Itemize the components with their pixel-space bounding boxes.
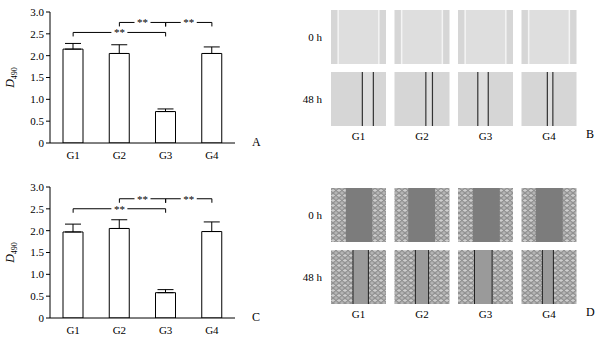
svg-text:**: ** bbox=[183, 16, 194, 28]
svg-text:3.0: 3.0 bbox=[30, 6, 44, 18]
svg-text:1.0: 1.0 bbox=[30, 268, 44, 280]
svg-text:G1: G1 bbox=[352, 130, 365, 142]
svg-text:1.5: 1.5 bbox=[30, 246, 44, 258]
svg-text:G1: G1 bbox=[352, 308, 365, 320]
svg-text:G2: G2 bbox=[415, 130, 428, 142]
svg-text:1.0: 1.0 bbox=[30, 93, 44, 105]
svg-text:2.0: 2.0 bbox=[30, 50, 44, 62]
svg-text:G3: G3 bbox=[159, 149, 173, 161]
svg-text:0 h: 0 h bbox=[308, 31, 322, 43]
svg-text:G2: G2 bbox=[113, 324, 126, 336]
svg-text:G4: G4 bbox=[205, 149, 219, 161]
svg-text:0 h: 0 h bbox=[308, 209, 322, 221]
svg-text:48 h: 48 h bbox=[303, 93, 323, 105]
svg-text:G1: G1 bbox=[66, 149, 79, 161]
svg-text:D490: D490 bbox=[3, 242, 19, 264]
svg-text:0.5: 0.5 bbox=[30, 290, 44, 302]
svg-text:G1: G1 bbox=[66, 324, 79, 336]
svg-text:D: D bbox=[586, 305, 595, 319]
svg-text:3.0: 3.0 bbox=[30, 181, 44, 193]
svg-text:C: C bbox=[252, 310, 260, 324]
svg-text:**: ** bbox=[137, 16, 148, 28]
svg-text:2.5: 2.5 bbox=[30, 28, 44, 40]
svg-text:2.5: 2.5 bbox=[30, 203, 44, 215]
svg-text:A: A bbox=[252, 135, 261, 149]
svg-text:G3: G3 bbox=[159, 324, 173, 336]
svg-text:G4: G4 bbox=[542, 308, 556, 320]
svg-text:**: ** bbox=[114, 203, 125, 215]
svg-text:G4: G4 bbox=[205, 324, 219, 336]
svg-text:G2: G2 bbox=[113, 149, 126, 161]
svg-text:B: B bbox=[586, 127, 594, 141]
svg-text:**: ** bbox=[114, 26, 125, 38]
svg-text:D490: D490 bbox=[3, 67, 19, 89]
svg-text:G2: G2 bbox=[415, 308, 428, 320]
svg-text:**: ** bbox=[137, 193, 148, 205]
svg-text:0: 0 bbox=[39, 312, 45, 324]
svg-text:G3: G3 bbox=[479, 130, 493, 142]
svg-text:0.5: 0.5 bbox=[30, 115, 44, 127]
svg-text:G4: G4 bbox=[542, 130, 556, 142]
svg-text:48 h: 48 h bbox=[303, 271, 323, 283]
svg-text:1.5: 1.5 bbox=[30, 71, 44, 83]
svg-text:0: 0 bbox=[39, 137, 45, 149]
svg-text:2.0: 2.0 bbox=[30, 225, 44, 237]
svg-text:G3: G3 bbox=[479, 308, 493, 320]
svg-text:**: ** bbox=[183, 193, 194, 205]
